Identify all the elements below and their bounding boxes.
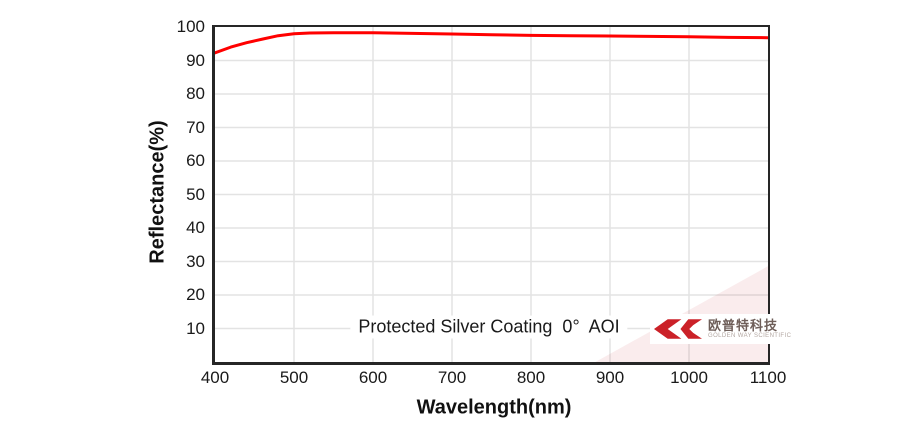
x-axis-title: Wavelength(nm) bbox=[416, 396, 572, 419]
y-tick-label: 60 bbox=[186, 151, 205, 170]
y-tick-label: 20 bbox=[186, 285, 205, 304]
x-tick-label: 400 bbox=[200, 368, 230, 387]
x-tick-label: 900 bbox=[595, 368, 625, 387]
y-tick-label: 10 bbox=[186, 318, 205, 338]
y-tick-label: 40 bbox=[186, 218, 205, 237]
y-tick-label: 70 bbox=[186, 117, 205, 137]
y-tick-label: 80 bbox=[186, 84, 205, 103]
watermark-logo-icon bbox=[566, 258, 768, 362]
x-tick-label: 600 bbox=[358, 368, 388, 387]
golden-way-logo-icon bbox=[653, 316, 703, 342]
brand-logo-text: 欧普特科技 GOLDEN WAY SCIENTIFIC bbox=[708, 317, 792, 340]
x-tick-label: 500 bbox=[279, 368, 309, 387]
y-tick-label: 50 bbox=[186, 184, 205, 204]
chart-canvas bbox=[215, 27, 768, 362]
y-tick-label: 30 bbox=[186, 251, 205, 271]
x-tick-label: 700 bbox=[437, 368, 467, 387]
chart-annotation: Protected Silver Coating 0° AOI bbox=[350, 315, 628, 339]
brand-name-en: GOLDEN WAY SCIENTIFIC bbox=[708, 333, 792, 340]
brand-logo: 欧普特科技 GOLDEN WAY SCIENTIFIC bbox=[650, 314, 795, 344]
reflectance-curve bbox=[215, 31, 768, 55]
y-tick-label: 90 bbox=[186, 50, 205, 70]
x-tick-label: 1000 bbox=[670, 368, 708, 387]
x-tick-label: 1100 bbox=[749, 368, 787, 387]
gridlines bbox=[215, 27, 768, 362]
y-tick-label: 100 bbox=[176, 17, 205, 36]
x-tick-label: 800 bbox=[516, 368, 546, 387]
brand-name-cn: 欧普特科技 bbox=[708, 317, 779, 333]
